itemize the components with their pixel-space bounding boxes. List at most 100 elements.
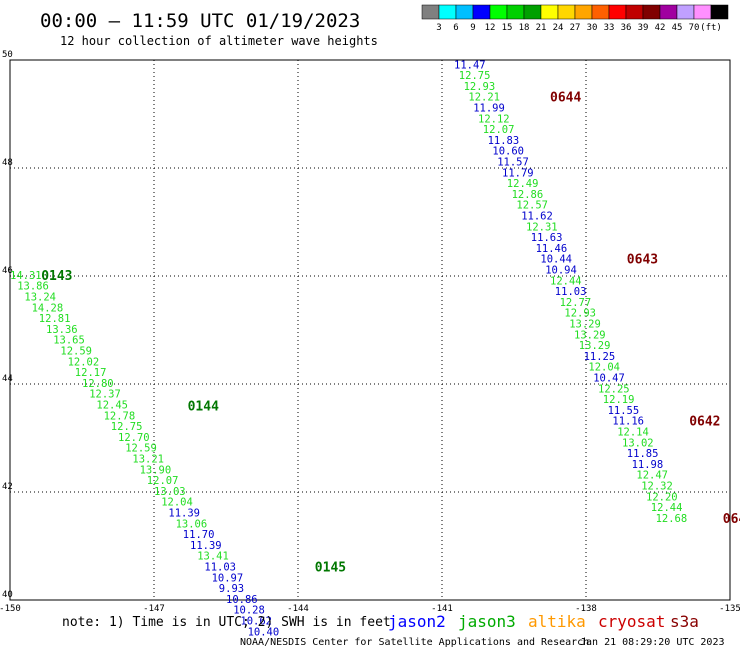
data-label: 13.29 xyxy=(574,329,606,341)
data-label: 11.03 xyxy=(555,286,587,298)
pass-label: 0143 xyxy=(41,269,72,284)
data-label: 13.03 xyxy=(154,486,186,498)
legend-swatch xyxy=(455,4,474,20)
data-label: 12.57 xyxy=(516,200,548,212)
data-label: 10.40 xyxy=(248,626,280,638)
legend-label: 18 xyxy=(519,23,530,33)
y-tick-label: 48 xyxy=(2,158,13,168)
data-label: 12.93 xyxy=(464,81,496,93)
data-points: 14.3113.8613.2414.2812.8113.3613.6512.59… xyxy=(10,59,687,638)
data-label: 12.77 xyxy=(560,297,592,309)
data-label: 12.07 xyxy=(483,124,515,136)
legend-swatch xyxy=(540,4,559,20)
data-label: 10.86 xyxy=(226,594,258,606)
data-label: 12.59 xyxy=(125,443,157,455)
legend-label: 6 xyxy=(453,23,458,33)
data-label: 11.70 xyxy=(183,529,215,541)
legend-swatch xyxy=(693,4,712,20)
data-label: 13.41 xyxy=(197,551,229,563)
legend-label: 3 xyxy=(436,23,441,33)
data-label: 12.21 xyxy=(468,92,500,104)
pass-label: 0643 xyxy=(627,253,658,268)
data-label: 12.75 xyxy=(111,421,143,433)
grid-lines xyxy=(10,60,730,600)
data-label: 12.04 xyxy=(161,497,193,509)
pass-label: 0144 xyxy=(188,400,219,415)
data-label: 11.57 xyxy=(497,157,529,169)
legend-swatch xyxy=(608,4,627,20)
satellite-name: s3a xyxy=(670,612,699,631)
y-tick-label: 40 xyxy=(2,590,13,600)
y-tick-label: 42 xyxy=(2,482,13,492)
data-label: 12.12 xyxy=(478,113,510,125)
data-label: 13.65 xyxy=(53,335,85,347)
legend-swatch xyxy=(676,4,695,20)
data-label: 11.39 xyxy=(168,508,200,520)
data-label: 12.93 xyxy=(564,308,596,320)
pass-label: 0644 xyxy=(550,91,581,106)
legend-swatch xyxy=(659,4,678,20)
data-label: 11.62 xyxy=(521,211,553,223)
pass-annotations: 0143 0144 0145 0644 0643 0642 0641 xyxy=(41,91,740,576)
data-label: 13.90 xyxy=(140,464,172,476)
legend-label: 33 xyxy=(604,23,615,33)
x-tick-label: -135 xyxy=(719,604,740,614)
legend-swatch xyxy=(438,4,457,20)
data-label: 12.32 xyxy=(641,481,673,493)
y-tick-label: 50 xyxy=(2,50,13,60)
pass-label: 0145 xyxy=(315,561,346,576)
data-label: 12.47 xyxy=(636,470,668,482)
data-label: 13.29 xyxy=(579,340,611,352)
data-label: 10.28 xyxy=(233,605,265,617)
footer-note: note: 1) Time is in UTC; 2) SWH is in fe… xyxy=(62,615,391,630)
data-label: 12.02 xyxy=(68,356,100,368)
data-label: 12.81 xyxy=(39,313,71,325)
data-label: 12.86 xyxy=(512,189,544,201)
data-label: 12.44 xyxy=(550,275,582,287)
legend-swatch xyxy=(591,4,610,20)
data-label: 10.47 xyxy=(593,373,625,385)
legend-label: 36 xyxy=(621,23,632,33)
data-label: 9.93 xyxy=(219,583,244,595)
data-label: 14.31 xyxy=(10,270,42,282)
legend-swatch xyxy=(506,4,525,20)
legend-swatch xyxy=(523,4,542,20)
x-tick-label: -144 xyxy=(287,604,309,614)
chart-subtitle: 12 hour collection of altimeter wave hei… xyxy=(60,34,378,48)
data-label: 13.21 xyxy=(132,454,164,466)
legend-swatch xyxy=(489,4,508,20)
data-label: 13.29 xyxy=(569,319,601,331)
legend-label: 9 xyxy=(470,23,475,33)
satellite-name: altika xyxy=(528,612,586,631)
data-label: 12.37 xyxy=(89,389,121,401)
data-label: 11.25 xyxy=(584,351,616,363)
legend-swatch xyxy=(625,4,644,20)
data-label: 12.78 xyxy=(104,410,136,422)
data-label: 11.16 xyxy=(612,416,644,428)
chart-title: 00:00 – 11:59 UTC 01/19/2023 xyxy=(40,10,360,32)
data-label: 13.24 xyxy=(24,292,56,304)
legend-label: 15 xyxy=(502,23,513,33)
data-label: 10.94 xyxy=(545,265,577,277)
y-tick-label: 46 xyxy=(2,266,13,276)
data-label: 11.99 xyxy=(473,103,505,115)
data-label: 10.60 xyxy=(492,146,524,158)
legend-label: 70 xyxy=(689,23,700,33)
footer-timestamp: Jan 21 08:29:20 UTC 2023 xyxy=(580,637,725,648)
data-label: 13.06 xyxy=(176,518,208,530)
satellite-name: jason3 xyxy=(458,612,516,631)
data-label: 11.46 xyxy=(536,243,568,255)
data-label: 13.86 xyxy=(17,281,49,293)
legend-swatch xyxy=(421,4,440,20)
pass-label: 0642 xyxy=(689,415,720,430)
data-label: 11.83 xyxy=(488,135,520,147)
data-label: 12.75 xyxy=(459,70,491,82)
data-label: 11.63 xyxy=(531,232,563,244)
footer-credit: NOAA/NESDIS Center for Satellite Applica… xyxy=(240,637,589,648)
data-label: 12.14 xyxy=(617,427,649,439)
data-label: 12.49 xyxy=(507,178,539,190)
data-label: 12.44 xyxy=(651,502,683,514)
legend-label: 24 xyxy=(553,23,564,33)
data-label: 11.03 xyxy=(204,562,236,574)
